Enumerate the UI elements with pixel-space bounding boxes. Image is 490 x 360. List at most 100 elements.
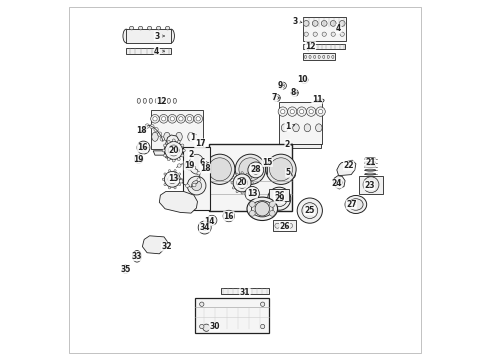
Polygon shape [143,236,168,254]
Text: 8: 8 [291,89,296,98]
Ellipse shape [304,124,311,132]
Circle shape [164,144,167,147]
Circle shape [275,192,283,199]
Circle shape [281,84,285,87]
Circle shape [290,109,294,114]
Text: 17: 17 [195,139,205,148]
Text: 13: 13 [247,189,257,198]
Ellipse shape [129,26,134,30]
Circle shape [275,96,278,100]
Circle shape [312,21,318,26]
Circle shape [226,213,232,219]
Circle shape [241,172,243,174]
Circle shape [199,302,204,306]
Circle shape [196,117,200,121]
Ellipse shape [139,26,143,30]
Ellipse shape [147,26,152,30]
Bar [126,29,171,43]
Circle shape [202,225,208,230]
Circle shape [192,181,201,191]
Bar [303,17,346,40]
Bar [126,48,171,54]
Circle shape [175,174,178,177]
Circle shape [178,184,181,186]
Circle shape [162,178,164,180]
Ellipse shape [173,98,176,103]
Ellipse shape [314,99,324,104]
Text: 4: 4 [154,47,159,56]
Ellipse shape [251,201,273,217]
Ellipse shape [137,98,141,103]
Circle shape [275,195,283,202]
Text: 12: 12 [156,97,167,106]
Text: 20: 20 [237,179,247,188]
Circle shape [164,184,166,186]
Ellipse shape [155,98,158,103]
Circle shape [313,32,318,36]
Text: 19: 19 [184,161,195,170]
Ellipse shape [318,55,320,59]
Circle shape [134,155,143,163]
Circle shape [187,117,192,121]
Text: 22: 22 [343,161,354,170]
Circle shape [330,21,336,26]
Text: 18: 18 [136,126,147,135]
Ellipse shape [304,55,307,59]
Circle shape [288,223,293,228]
Circle shape [178,173,181,175]
Bar [151,110,203,149]
Circle shape [303,78,306,82]
Circle shape [177,164,181,167]
Ellipse shape [166,26,170,30]
Ellipse shape [189,154,204,174]
Text: 35: 35 [120,265,131,274]
Circle shape [281,109,285,114]
Ellipse shape [123,29,129,43]
Ellipse shape [327,55,329,59]
Text: 30: 30 [209,323,220,331]
Circle shape [154,127,158,132]
Circle shape [198,221,211,234]
Circle shape [291,89,298,96]
Bar [204,161,238,165]
Circle shape [174,170,176,172]
Ellipse shape [132,251,142,262]
Circle shape [199,324,204,329]
Circle shape [321,21,327,26]
Text: 3: 3 [154,32,159,41]
Bar [303,53,335,60]
Circle shape [303,21,309,26]
Circle shape [208,158,231,181]
Text: 5: 5 [286,168,291,177]
Circle shape [297,107,306,116]
Ellipse shape [345,195,367,213]
Circle shape [164,171,180,187]
Text: 28: 28 [250,165,261,174]
Circle shape [176,114,185,123]
Circle shape [169,145,179,156]
Text: 18: 18 [200,164,211,173]
Circle shape [270,202,275,207]
Circle shape [293,91,296,95]
Circle shape [271,191,287,207]
Circle shape [275,223,280,228]
Text: 33: 33 [132,252,142,261]
Bar [270,189,289,201]
Circle shape [273,94,280,102]
Circle shape [236,190,238,193]
Circle shape [239,158,262,181]
Ellipse shape [309,55,311,59]
Circle shape [304,32,308,36]
Circle shape [251,182,253,184]
Circle shape [192,166,196,170]
Bar [279,102,322,144]
Polygon shape [159,192,197,213]
Ellipse shape [293,124,299,132]
Circle shape [236,173,238,175]
Text: 16: 16 [223,212,234,220]
Text: 2: 2 [285,140,290,149]
Circle shape [162,117,166,121]
Text: 4: 4 [336,24,341,33]
Circle shape [306,107,316,116]
Circle shape [168,114,176,123]
